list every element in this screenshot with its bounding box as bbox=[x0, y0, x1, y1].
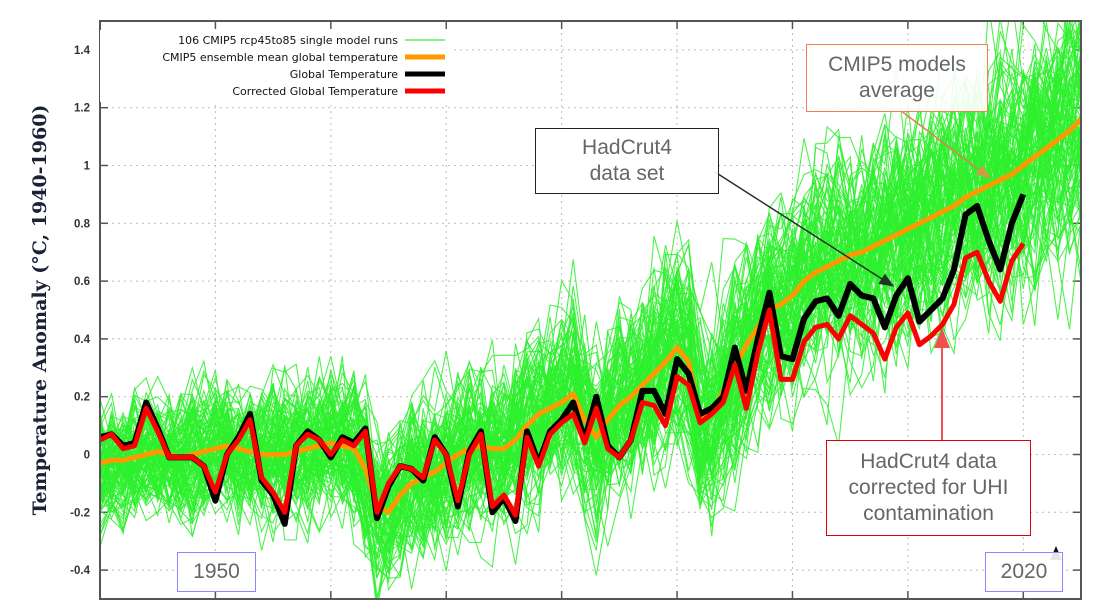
model-run-line bbox=[101, 150, 1080, 534]
model-run-line bbox=[101, 158, 1080, 558]
main-series bbox=[101, 117, 1080, 527]
y-tick-label: -0.2 bbox=[70, 507, 90, 519]
plot-frame bbox=[99, 20, 1082, 600]
annotation-year-2020: 2020 bbox=[985, 552, 1063, 592]
y-axis-label: Temperature Anomaly (°C, 1940-1960) bbox=[29, 105, 51, 516]
legend-background bbox=[100, 30, 450, 102]
legend-label-model-runs: 106 CMIP5 rcp45to85 single model runs bbox=[178, 34, 398, 47]
legend-label-corrected-temperature: Corrected Global Temperature bbox=[232, 85, 398, 98]
arrow-cmip5-average bbox=[899, 109, 992, 179]
legend-label-global-temperature: Global Temperature bbox=[290, 68, 398, 81]
y-tick-label: 0.4 bbox=[74, 334, 91, 346]
model-run-line bbox=[101, 77, 1080, 565]
legend-label-ensemble-mean: CMIP5 ensemble mean global temperature bbox=[162, 51, 398, 64]
y-tick-label: 1.2 bbox=[74, 103, 90, 115]
annotation-corrected: HadCrut4 data corrected for UHI contamin… bbox=[826, 440, 1031, 536]
y-tick-label: 0.6 bbox=[74, 276, 90, 288]
y-tick-label: 0.2 bbox=[74, 392, 90, 404]
model-run-line bbox=[101, 135, 1080, 572]
model-run-line bbox=[101, 98, 1080, 541]
arrow-hadcrut bbox=[714, 171, 895, 287]
y-tick-label: 1 bbox=[84, 161, 91, 173]
corrected-temperature-line bbox=[101, 242, 1026, 518]
y-tick-label: 0 bbox=[84, 450, 90, 462]
y-tick-label: -0.4 bbox=[70, 565, 90, 577]
y-tick-labels: -0.4 -0.2 0 0.2 0.4 0.6 0.8 1 1.2 1.4 bbox=[70, 45, 90, 577]
y-tick-label: 0.8 bbox=[74, 218, 91, 230]
model-run-line bbox=[101, 83, 1080, 545]
legend: 106 CMIP5 rcp45to85 single model runs CM… bbox=[100, 30, 450, 102]
annotation-cmip5-average: CMIP5 models average bbox=[806, 44, 988, 112]
y-tick-label: 1.4 bbox=[74, 45, 91, 57]
annotation-year-1950: 1950 bbox=[177, 552, 256, 592]
model-run-line bbox=[101, 22, 1080, 538]
annotation-hadcrut: HadCrut4 data set bbox=[535, 128, 719, 194]
